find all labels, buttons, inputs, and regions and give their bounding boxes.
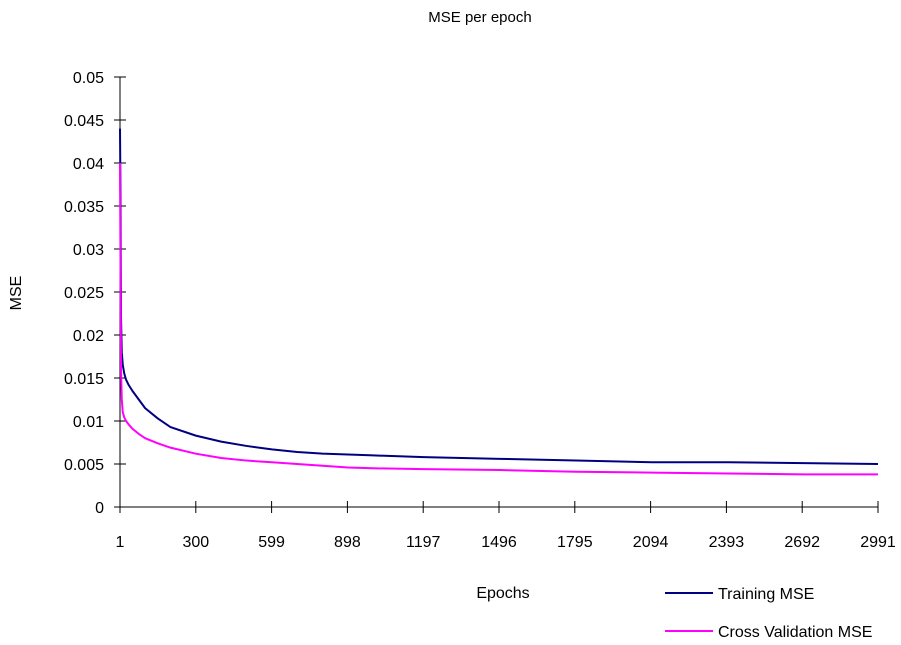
y-axis-title: MSE bbox=[8, 276, 25, 311]
x-tick-label: 599 bbox=[258, 534, 285, 551]
x-tick-label: 1795 bbox=[557, 534, 593, 551]
x-tick-label: 1197 bbox=[406, 534, 441, 551]
x-tick-label: 2094 bbox=[633, 534, 669, 551]
x-tick-label: 898 bbox=[334, 534, 361, 551]
y-tick-label: 0.03 bbox=[73, 242, 104, 259]
y-tick-label: 0.015 bbox=[64, 371, 104, 388]
y-tick-label: 0.045 bbox=[64, 113, 104, 130]
y-tick-label: 0.04 bbox=[73, 156, 104, 173]
y-tick-label: 0.025 bbox=[64, 285, 104, 302]
series-layer bbox=[120, 129, 878, 475]
chart-title: MSE per epoch bbox=[428, 9, 531, 26]
x-tick-label: 1496 bbox=[481, 534, 517, 551]
y-axis: 0 0.005 0.01 0.015 0.02 0.025 0.03 0.035 0.04 0.0… bbox=[64, 70, 126, 517]
y-tick-label: 0.005 bbox=[64, 457, 104, 474]
x-axis: 1 300 599 898 1197 1496 1795 2094 2393 2692 2991 bbox=[116, 501, 896, 551]
x-tick-label: 2692 bbox=[784, 534, 820, 551]
x-tick-label: 2991 bbox=[860, 534, 896, 551]
x-axis-title: Epochs bbox=[476, 585, 529, 602]
legend: Training MSE Cross Validation MSE bbox=[665, 586, 872, 641]
series-line-training-mse bbox=[120, 129, 878, 464]
legend-label-training-mse: Training MSE bbox=[718, 586, 814, 603]
y-tick-label: 0 bbox=[95, 500, 104, 517]
y-tick-label: 0.05 bbox=[73, 70, 104, 87]
x-tick-label: 1 bbox=[116, 534, 125, 551]
y-tick-label: 0.035 bbox=[64, 199, 104, 216]
x-tick-label: 300 bbox=[182, 534, 209, 551]
y-tick-label: 0.02 bbox=[73, 328, 104, 345]
series-line-cross-validation-mse bbox=[120, 163, 878, 474]
x-tick-label: 2393 bbox=[709, 534, 745, 551]
legend-label-cross-validation-mse: Cross Validation MSE bbox=[718, 624, 872, 641]
y-tick-label: 0.01 bbox=[73, 414, 104, 431]
